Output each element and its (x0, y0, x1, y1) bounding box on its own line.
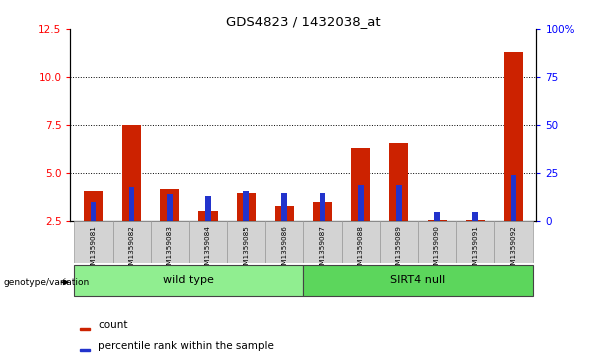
Bar (418, 221, 456, 263)
Text: genotype/variation: genotype/variation (3, 278, 89, 287)
Title: GDS4823 / 1432038_at: GDS4823 / 1432038_at (226, 15, 381, 28)
Bar (275, 206, 294, 221)
Bar (80, 329, 89, 330)
Bar (319, 192, 326, 221)
Bar (122, 125, 141, 221)
Bar (456, 221, 494, 263)
Bar (504, 52, 523, 221)
Bar (341, 221, 380, 263)
Bar (84, 191, 103, 221)
Bar (243, 191, 249, 221)
Text: GSM1359092: GSM1359092 (511, 225, 517, 274)
Text: GSM1359081: GSM1359081 (90, 225, 96, 274)
Text: GSM1359086: GSM1359086 (281, 225, 287, 274)
Text: percentile rank within the sample: percentile rank within the sample (99, 341, 275, 351)
Bar (237, 192, 256, 221)
Bar (473, 212, 478, 221)
Bar (160, 189, 180, 221)
Bar (227, 221, 265, 263)
Bar (281, 192, 287, 221)
Text: GSM1359085: GSM1359085 (243, 225, 249, 274)
Bar (427, 220, 447, 221)
Bar (74, 221, 113, 263)
Bar (167, 195, 173, 221)
Bar (396, 185, 402, 221)
Text: wild type: wild type (164, 275, 215, 285)
Bar (434, 212, 440, 221)
Bar (511, 175, 516, 221)
Bar (151, 221, 189, 263)
Bar (91, 202, 96, 221)
Bar (74, 265, 303, 296)
Text: GSM1359088: GSM1359088 (358, 225, 364, 274)
Bar (313, 202, 332, 221)
Bar (303, 265, 533, 296)
Text: count: count (99, 321, 128, 330)
Bar (351, 148, 370, 221)
Bar (205, 196, 211, 221)
Text: GSM1359083: GSM1359083 (167, 225, 173, 274)
Text: SIRT4 null: SIRT4 null (390, 275, 446, 285)
Text: GSM1359090: GSM1359090 (434, 225, 440, 274)
Bar (265, 221, 303, 263)
Bar (113, 221, 151, 263)
Text: GSM1359082: GSM1359082 (129, 225, 135, 274)
Text: GSM1359087: GSM1359087 (319, 225, 326, 274)
Text: GSM1359091: GSM1359091 (472, 225, 478, 274)
Bar (199, 211, 218, 221)
Bar (380, 221, 418, 263)
Bar (494, 221, 533, 263)
Bar (189, 221, 227, 263)
Bar (80, 349, 89, 351)
Bar (303, 221, 341, 263)
Bar (129, 187, 134, 221)
Text: GSM1359084: GSM1359084 (205, 225, 211, 274)
Text: GSM1359089: GSM1359089 (396, 225, 402, 274)
Bar (358, 185, 364, 221)
Bar (389, 143, 408, 221)
Bar (466, 220, 485, 221)
